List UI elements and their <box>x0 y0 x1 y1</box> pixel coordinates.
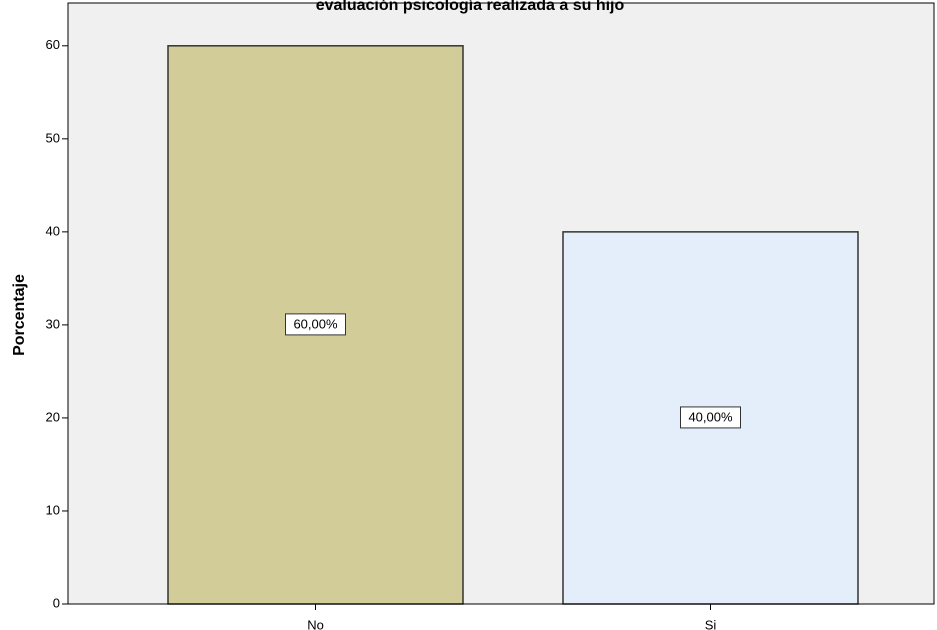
x-tick-label: Si <box>705 617 717 630</box>
y-tick-label: 0 <box>53 595 60 610</box>
y-tick-label: 10 <box>46 502 60 517</box>
y-axis-label: Porcentaje <box>11 274 28 356</box>
y-tick-label: 60 <box>46 37 60 52</box>
y-tick-label: 40 <box>46 223 60 238</box>
y-tick-label: 20 <box>46 409 60 424</box>
y-tick-label: 30 <box>46 316 60 331</box>
x-tick-label: No <box>307 617 324 630</box>
value-label: 40,00% <box>688 409 733 424</box>
y-tick-label: 50 <box>46 130 60 145</box>
chart-title: evaluación psicología realizada a su hij… <box>316 0 625 14</box>
value-label-box <box>680 406 741 429</box>
bar <box>562 231 859 605</box>
value-label-box <box>285 313 346 336</box>
value-label: 60,00% <box>293 316 338 331</box>
